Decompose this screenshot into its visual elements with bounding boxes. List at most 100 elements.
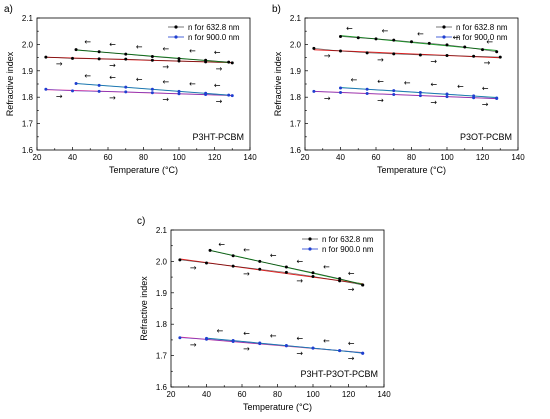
y-tick-label: 1.9 [22,67,34,76]
data-point [339,49,342,53]
data-point [445,95,449,99]
arrow-right-icon: → [430,98,437,107]
data-point [311,346,315,350]
chart-panel-c: c) 20 40 60 80 100 120 140 1.6 1.7 1.8 1.9 2.0 2.1 Tem… [137,216,391,412]
data-point [124,90,128,94]
y-tick-label: 2.1 [290,14,302,23]
legend: n for 632.8 nmn for 900.0 nm [436,23,508,42]
data-point [418,94,422,98]
arrow-left-icon: ← [323,336,330,345]
x-tick-label: 20 [33,153,42,162]
data-point [284,270,288,274]
data-point [365,87,369,91]
legend-label: n for 632.8 nm [456,23,508,32]
y-tick-label: 1.6 [156,383,168,392]
data-point [258,341,262,345]
data-point [495,50,499,54]
arrow-left-icon: ← [348,269,355,278]
data-point [410,40,413,44]
data-point [97,50,101,54]
x-tick-label: 100 [172,153,186,162]
data-point [231,254,235,258]
arrow-right-icon: → [190,340,197,349]
x-tick-label: 140 [377,390,391,399]
x-tick-label: 100 [306,390,320,399]
data-point [97,89,101,93]
data-point [445,43,449,47]
arrow-right-icon: → [56,92,63,101]
series-900-cooling: ← ← ← ← ← ← [339,76,499,100]
x-tick-label: 80 [407,153,416,162]
arrow-right-icon: → [216,97,223,106]
data-point [150,55,154,59]
data-point [44,87,48,91]
data-point [356,36,360,40]
y-tick-label: 1.9 [156,289,168,298]
data-line [179,259,363,286]
arrow-right-icon: → [56,60,63,69]
data-point [231,339,235,343]
y-axis-label: Refractive index [273,51,283,116]
arrow-left-icon: ← [162,45,169,54]
arrow-left-icon: ← [84,38,91,47]
sample-label: P3HT-P3OT-PCBM [300,369,378,379]
data-point [230,61,234,65]
x-tick-label: 100 [440,153,454,162]
data-point [231,264,235,268]
data-point [74,81,78,85]
arrow-left-icon: ← [189,79,196,88]
series-900-heating: → → → → [44,87,234,106]
legend-swatch-marker [442,25,446,29]
data-point [227,60,231,64]
arrow-right-icon: → [430,57,437,66]
data-point [427,41,431,45]
legend-swatch-marker [174,35,178,39]
data-point [204,58,208,62]
x-tick-label: 120 [208,153,222,162]
arrow-left-icon: ← [348,339,355,348]
arrow-right-icon: → [243,270,250,279]
legend-label: n for 632.8 nm [322,235,374,244]
data-point [445,53,449,57]
panel-letter: a) [4,4,13,15]
arrow-left-icon: ← [136,42,143,51]
data-point [418,53,422,57]
data-point [177,92,181,96]
x-tick-label: 40 [202,390,211,399]
arrow-left-icon: ← [136,75,143,84]
legend: n for 632.8 nmn for 900.0 nm [168,23,240,42]
y-tick-label: 1.8 [290,93,302,102]
series-632-cooling: ← ← ← ← ← ← [208,240,365,287]
data-point [150,87,154,91]
arrow-right-icon: → [484,59,491,68]
arrow-left-icon: ← [382,27,389,36]
arrow-left-icon: ← [270,331,277,340]
y-tick-label: 1.7 [22,120,34,129]
sample-label: P3OT-PCBM [460,132,512,142]
data-point [445,92,449,96]
x-axis-label: Temperature (°C) [377,165,446,175]
data-point [418,90,422,94]
y-tick-label: 1.9 [290,67,302,76]
y-tick-label: 2.1 [156,226,168,235]
data-point [97,83,101,87]
series-900-heating: → → → → [312,89,499,109]
data-point [284,344,288,348]
arrow-left-icon: ← [453,33,460,42]
arrow-left-icon: ← [346,24,353,33]
arrow-left-icon: ← [109,73,116,82]
data-point [124,85,128,89]
panel-letter: b) [272,4,281,15]
data-line [313,48,501,58]
x-axis-label: Temperature (°C) [243,402,312,412]
data-point [124,52,128,56]
chart-panel-b: b) 20 40 60 80 100 120 140 1.6 1.7 1.8 1.9 2.0 2.1 Tem… [272,4,525,175]
y-tick-label: 2.0 [22,40,34,49]
data-point [205,261,208,265]
data-point [311,271,315,275]
data-point [227,93,231,97]
x-tick-label: 20 [301,153,310,162]
arrow-right-icon: → [348,285,355,294]
data-point [44,55,48,59]
data-point [208,248,212,252]
